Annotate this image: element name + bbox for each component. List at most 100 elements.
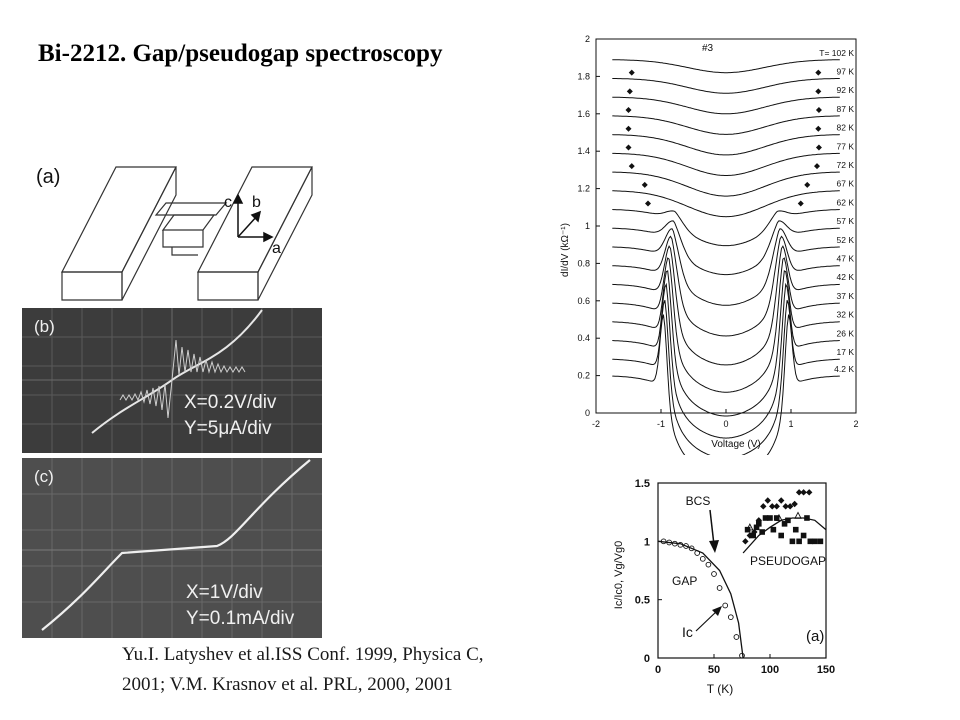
spectra-ytick-label: 1.6 xyxy=(577,109,590,119)
temp-panel-label: (a) xyxy=(806,628,824,645)
pseudogap-square-point xyxy=(817,538,824,545)
axis-b-label: b xyxy=(252,194,261,211)
temp-xtick-label: 150 xyxy=(817,664,835,676)
slide-title: Bi-2212. Gap/pseudogap spectroscopy xyxy=(38,40,443,67)
gap-point xyxy=(688,545,695,552)
pseudogap-marker xyxy=(625,107,632,114)
pseudogap-square-point xyxy=(807,538,814,545)
spectrum-curve xyxy=(612,171,840,197)
pseudogap-diamond-point xyxy=(778,497,785,504)
axis-c-label: c xyxy=(224,194,232,211)
temp-xtick-label: 0 xyxy=(655,664,661,676)
pseudogap-square-point xyxy=(762,515,769,521)
spectra-ylabel: dI/dV (kΩ⁻¹) xyxy=(560,223,571,277)
pseudogap-marker xyxy=(815,144,822,151)
gap-point xyxy=(660,538,667,545)
spectrum-curve xyxy=(612,300,840,455)
pseudogap-diamond-point xyxy=(791,500,798,508)
pseudogap-square-point xyxy=(789,538,796,545)
pseudogap-square-point xyxy=(770,526,777,533)
gap-point xyxy=(683,543,689,549)
pseudogap-square-point xyxy=(812,538,818,545)
spectrum-curve xyxy=(612,282,840,439)
branch-jumps-lower xyxy=(119,379,173,419)
panel-c-scale-y: Y=0.1mA/div xyxy=(186,608,295,629)
ic-annotation: Ic xyxy=(682,624,693,640)
axis-arrows xyxy=(232,193,274,243)
pseudogap-square-point xyxy=(750,532,756,539)
pseudogap-square-point xyxy=(767,515,773,521)
spectra-ytick-label: 1 xyxy=(585,221,590,231)
pseudogap-marker xyxy=(625,144,632,151)
pseudogap-marker xyxy=(815,107,822,114)
pseudogap-diamond-point xyxy=(806,489,813,496)
gap-point xyxy=(671,540,678,547)
pseudogap-marker xyxy=(797,200,804,207)
pseudogap-square-point xyxy=(781,521,788,527)
spectra-ytick-label: 1.4 xyxy=(577,146,590,156)
spectrum-curve xyxy=(612,235,840,337)
gap-point xyxy=(727,614,734,621)
spectra-ytick-label: 1.2 xyxy=(577,184,590,194)
spectrum-temperature-label: 97 K xyxy=(837,67,855,77)
pseudogap-diamond-point xyxy=(746,532,754,539)
pseudogap-square-point xyxy=(759,529,765,535)
pseudogap-diamond-point xyxy=(742,538,749,545)
temp-xtick-label: 50 xyxy=(708,664,720,676)
oscilloscope-panel-c: (c) X=1V/div Y=0.1mA/div xyxy=(22,458,322,638)
spectrum-temperature-label: 92 K xyxy=(837,85,855,95)
pseudogap-marker xyxy=(815,125,822,132)
gap-point xyxy=(694,550,701,556)
spectrum-temperature-label: 47 K xyxy=(837,254,855,264)
ic-arrow xyxy=(695,609,719,632)
spectrum-temperature-label: 42 K xyxy=(837,272,855,282)
junction-drawing xyxy=(61,166,313,301)
spectrum-temperature-label: 67 K xyxy=(837,179,855,189)
bcs-arrow xyxy=(709,509,715,546)
temperature-chart: 0 50 100 150 0 0.5 1 1.5 T (K) Ic/Ic0, Vg/Vg0 B… xyxy=(613,478,835,696)
spectrum-temperature-label: 82 K xyxy=(837,123,855,133)
pseudogap-square-point xyxy=(773,515,780,521)
spectra-labels: T= 102 K 97 K 92 K 87 K 82 K 77 K 72 K 67 K 62 K… xyxy=(819,48,854,374)
spectra-curves xyxy=(612,59,840,455)
spectra-annotation: #3 xyxy=(702,43,714,54)
pseudogap-triangle-point xyxy=(775,513,783,522)
gap-point xyxy=(722,602,729,609)
citation-line-2: 2001; V.M. Krasnov et al. PRL, 2000, 200… xyxy=(122,674,453,695)
pseudogap-marker xyxy=(815,69,822,76)
temp-ytick-label: 1 xyxy=(644,536,650,548)
temp-ytick-label: 1.5 xyxy=(635,478,650,490)
pseudogap-annotation: PSEUDOGAP xyxy=(750,554,826,568)
pseudogap-square-point xyxy=(756,521,762,527)
panel-b-label: (b) xyxy=(34,317,55,336)
iv-trace-c xyxy=(41,459,311,631)
spectra-xlabel: Voltage (V) xyxy=(711,439,760,450)
axis-a-label: a xyxy=(272,240,281,257)
pseudogap-square-point xyxy=(804,515,810,521)
spectrum-temperature-label: 37 K xyxy=(837,291,855,301)
spectrum-curve xyxy=(612,209,840,247)
temp-ylabel: Ic/Ic0, Vg/Vg0 xyxy=(613,541,625,609)
spectra-ytick-label: 0.2 xyxy=(577,371,590,381)
temp-xtick-label: 100 xyxy=(761,664,779,676)
spectrum-temperature-label: 32 K xyxy=(837,310,855,320)
spectra-xtick-label: -2 xyxy=(592,419,600,429)
temp-ytick-label: 0.5 xyxy=(635,595,650,607)
pseudogap-diamond-point xyxy=(769,503,776,510)
panel-c-label: (c) xyxy=(34,467,54,486)
spectra-xtick-label: 1 xyxy=(788,419,793,429)
spectrum-curve xyxy=(612,96,840,115)
pseudogap-square-point xyxy=(778,532,784,539)
panel-b-scale-x: X=0.2V/div xyxy=(184,392,277,413)
spectrum-temperature-label: 87 K xyxy=(837,104,855,114)
gap-annotation: GAP xyxy=(672,574,697,588)
spectra-ytick-label: 2 xyxy=(585,34,590,44)
spectra-ytick-label: 1.8 xyxy=(577,71,590,81)
temp-series-line xyxy=(657,540,744,659)
spectrum-curve xyxy=(612,190,840,218)
spectrum-curve xyxy=(612,270,840,417)
ic-arrowhead xyxy=(712,606,722,616)
pseudogap-marker xyxy=(815,88,822,95)
panel-a-label: (a) xyxy=(36,166,60,188)
pseudogap-marker xyxy=(641,181,648,188)
